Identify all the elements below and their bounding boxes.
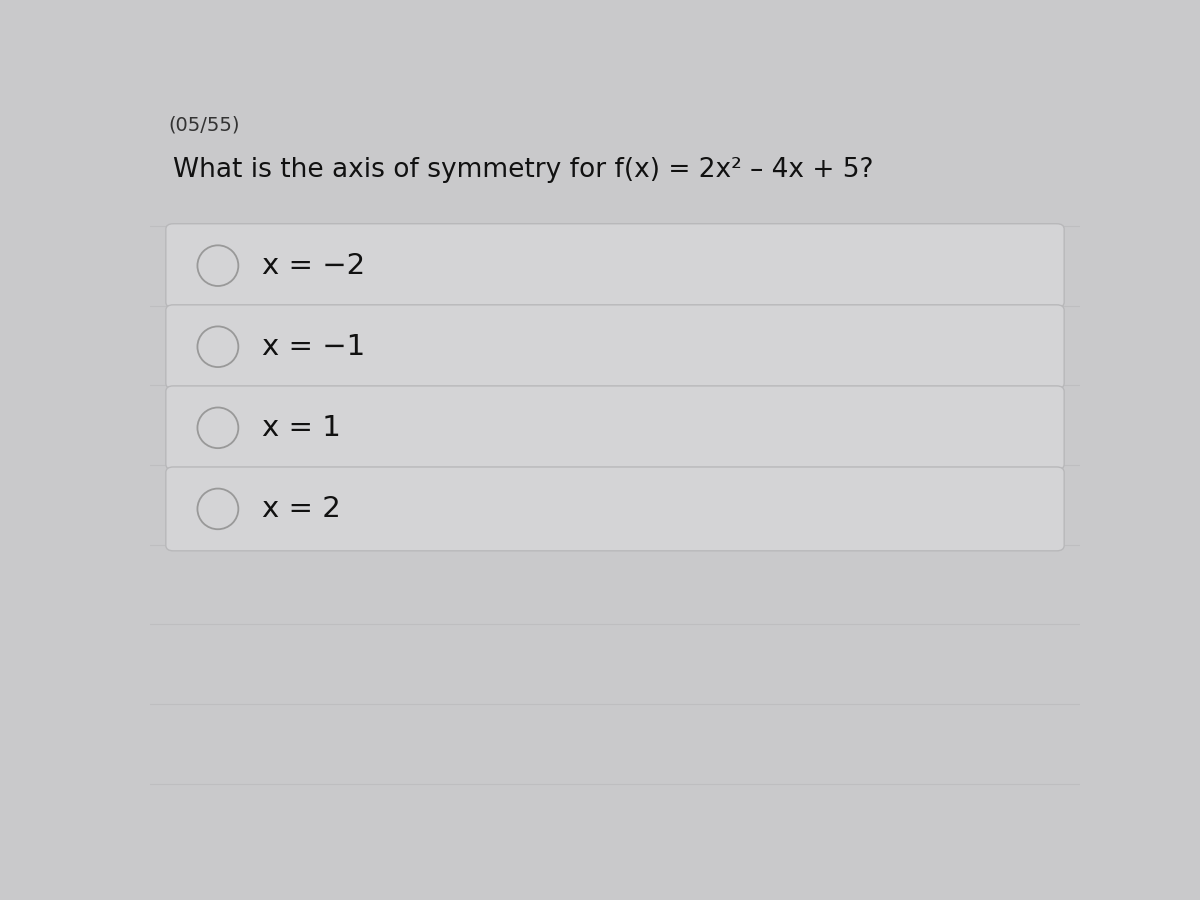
Text: What is the axis of symmetry for f(x) = 2x² – 4x + 5?: What is the axis of symmetry for f(x) = … xyxy=(173,158,874,184)
Text: x = −1: x = −1 xyxy=(262,333,365,361)
Text: x = 2: x = 2 xyxy=(262,495,341,523)
Ellipse shape xyxy=(198,246,239,286)
FancyBboxPatch shape xyxy=(166,305,1064,389)
Ellipse shape xyxy=(198,408,239,448)
FancyBboxPatch shape xyxy=(166,386,1064,470)
Text: x = 1: x = 1 xyxy=(262,414,341,442)
Ellipse shape xyxy=(198,489,239,529)
FancyBboxPatch shape xyxy=(166,467,1064,551)
Text: x = −2: x = −2 xyxy=(262,252,365,280)
Text: (05/55): (05/55) xyxy=(168,116,240,135)
FancyBboxPatch shape xyxy=(166,224,1064,308)
Ellipse shape xyxy=(198,327,239,367)
